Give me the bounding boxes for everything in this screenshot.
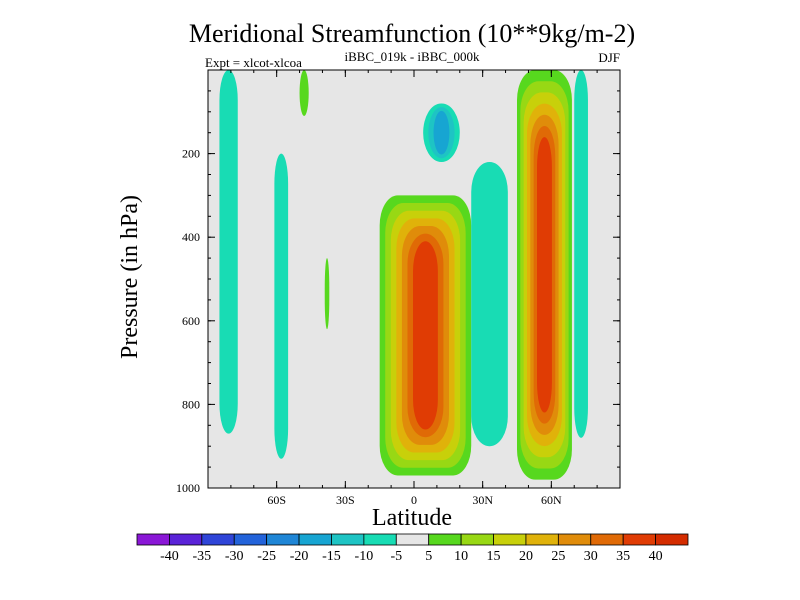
colorbar-label: -25 (257, 549, 276, 564)
colorbar-label: -30 (225, 549, 244, 564)
chart-subtitle-right: DJF (598, 50, 620, 65)
x-tick-label: 60S (267, 493, 286, 507)
colorbar-label: 5 (425, 549, 432, 564)
colorbar-swatch (428, 533, 462, 546)
colorbar-label: 25 (551, 549, 565, 564)
colorbar: -40 -35 -30 -25 -20 -15 -10 -5 5 10 15 20 25 30 35 40 (136, 533, 689, 564)
feature-tropical-upper-negative (423, 103, 460, 162)
contour-fields (219, 70, 588, 480)
colorbar-swatch (363, 533, 397, 546)
colorbar-label: -15 (322, 549, 341, 564)
contour-level-tropical-upper-negative--18 (433, 110, 450, 155)
colorbar-swatch (266, 533, 300, 546)
y-tick-label: 400 (182, 230, 200, 244)
contour-level-hadley-cell-south-of-equator-38 (413, 241, 438, 430)
chart-subtitle-center: iBBC_019k - iBBC_000k (344, 49, 480, 64)
colorbar-swatch (298, 533, 332, 546)
chart-title: Meridional Streamfunction (10**9kg/m-2) (189, 19, 635, 48)
colorbar-swatch (169, 533, 203, 546)
colorbar-label: -10 (355, 549, 374, 564)
y-tick-label: 800 (182, 397, 200, 411)
contour-level-northern-high-latitude-negative--8 (574, 70, 588, 438)
contour-level-southern-high-latitude-negative--8 (219, 70, 238, 434)
y-axis-label: Pressure (in hPa) (117, 195, 143, 359)
colorbar-swatch (557, 533, 592, 546)
contour-level-southern-upper-positive-8 (299, 70, 309, 116)
chart-subtitle-left: Expt = xlcot-xlcoa (205, 55, 302, 70)
colorbar-label: -40 (160, 549, 179, 564)
colorbar-label: -5 (390, 549, 402, 564)
feature-southern-high-latitude-negative (219, 70, 238, 434)
y-tick-label: 1000 (176, 481, 200, 495)
x-tick-label: 30S (336, 493, 355, 507)
feature-northern-subtropical-column (517, 70, 572, 480)
colorbar-label: -20 (290, 549, 309, 564)
colorbar-swatch (590, 533, 624, 546)
colorbar-swatch (460, 533, 494, 546)
colorbar-swatch (233, 533, 268, 546)
colorbar-swatch (395, 533, 430, 546)
colorbar-swatch (136, 533, 170, 546)
colorbar-swatch (201, 533, 235, 546)
colorbar-swatch (331, 533, 365, 546)
x-tick-label: 60N (541, 493, 562, 507)
contour-level-northern-subtropical-column-38 (537, 137, 552, 413)
colorbar-swatch (525, 533, 559, 546)
contour-level-southern-midlevel-positive-8 (324, 258, 330, 330)
x-tick-label: 0 (411, 493, 417, 507)
feature-northern-tropics-negative-band (471, 161, 508, 447)
contour-level-southern-midlatitude-negative--8 (274, 153, 289, 459)
y-tick-label: 200 (182, 147, 200, 161)
colorbar-swatch (655, 533, 689, 546)
x-tick-label: 30N (472, 493, 493, 507)
colorbar-swatch (622, 533, 656, 546)
axis-ticks: 60S 30S 0 30N 60N 200 400 600 800 1000 (176, 70, 620, 507)
plot-area: 60S 30S 0 30N 60N 200 400 600 800 1000 (176, 69, 621, 507)
feature-southern-midlatitude-negative (274, 153, 289, 459)
colorbar-label: -35 (192, 549, 211, 564)
colorbar-label: 10 (454, 549, 468, 564)
colorbar-swatch (493, 533, 527, 546)
colorbar-label: 30 (584, 549, 598, 564)
feature-northern-high-latitude-negative (574, 70, 588, 438)
x-axis-label: Latitude (372, 505, 452, 531)
feature-southern-upper-positive (299, 70, 309, 116)
feature-southern-midlevel-positive (324, 258, 330, 330)
colorbar-label: 20 (519, 549, 533, 564)
feature-hadley-cell-south-of-equator (379, 195, 472, 476)
colorbar-label: 40 (649, 549, 663, 564)
contour-level-northern-tropics-negative-band--8 (471, 161, 508, 447)
colorbar-label: 15 (487, 549, 501, 564)
y-tick-label: 600 (182, 314, 200, 328)
colorbar-label: 35 (616, 549, 630, 564)
